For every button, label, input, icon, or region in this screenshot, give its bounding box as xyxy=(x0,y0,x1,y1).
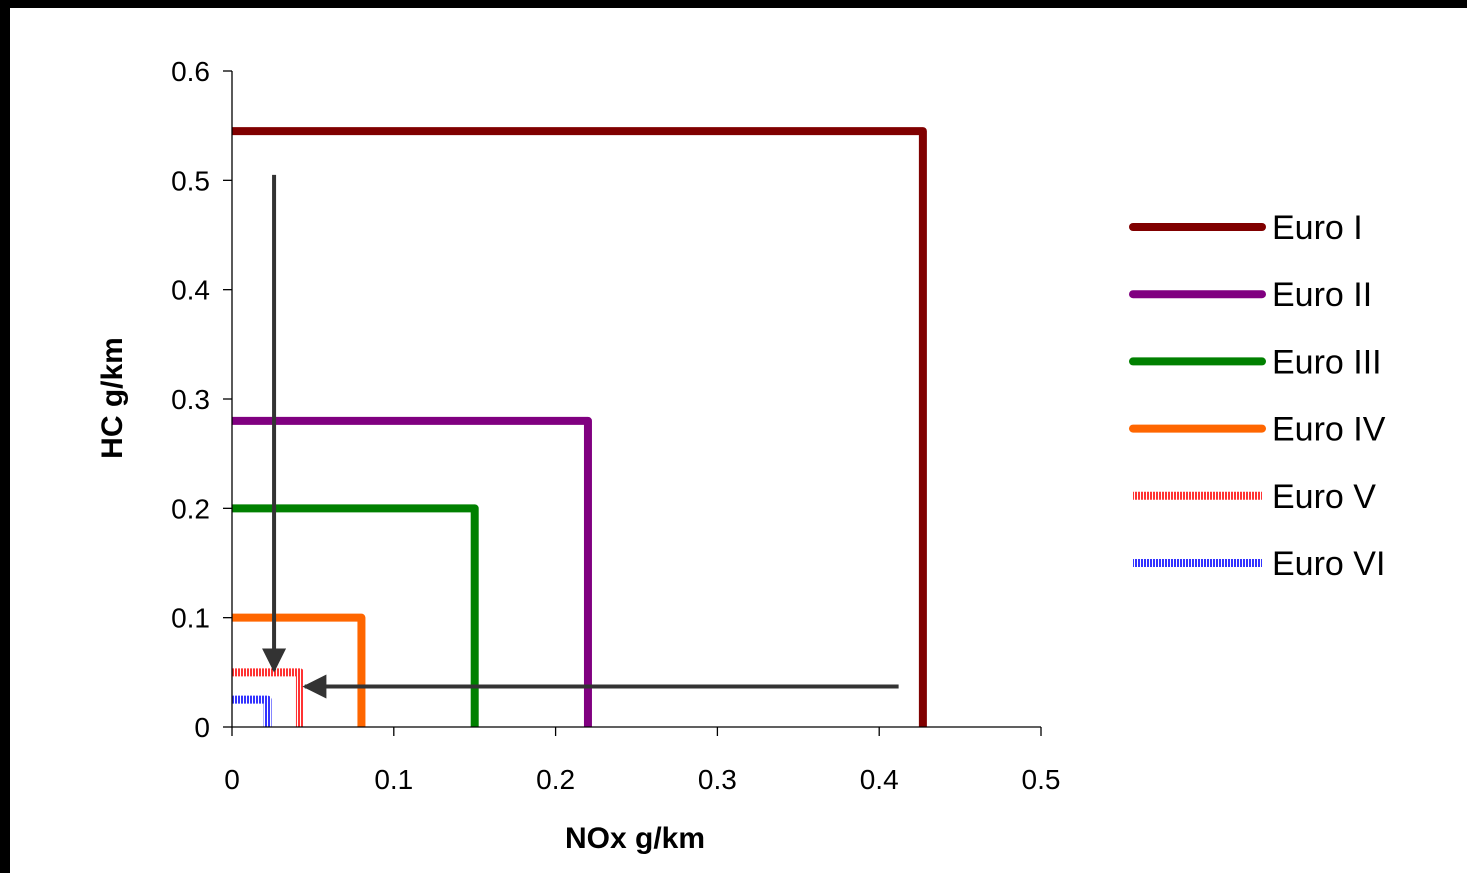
chart: 0 0.1 0.2 0.3 0.4 0.5 0 0.1 0.2 0.3 0.4 0.5 0.6 NOx… xyxy=(96,56,1386,855)
legend-label-euro-ii: Euro II xyxy=(1272,276,1372,314)
legend: Euro I Euro II Euro III Euro IV Euro V Euro V… xyxy=(1129,209,1386,583)
legend-label-euro-iv: Euro IV xyxy=(1272,411,1386,449)
x-ticks: 0 0.1 0.2 0.3 0.4 0.5 xyxy=(224,727,1060,795)
series-line-euro-v xyxy=(232,668,304,727)
legend-label-euro-iii: Euro III xyxy=(1272,343,1382,381)
series-line-euro-i xyxy=(232,127,927,727)
legend-label-euro-vi: Euro VI xyxy=(1272,545,1385,583)
x-tick-label: 0.3 xyxy=(698,764,737,795)
series-line-euro-vi xyxy=(232,695,272,727)
y-tick-label: 0.2 xyxy=(171,493,210,524)
annotation-layer xyxy=(262,174,899,699)
y-tick-label: 0 xyxy=(194,712,210,743)
x-tick-label: 0.2 xyxy=(536,764,575,795)
y-tick-label: 0.1 xyxy=(171,603,210,634)
x-axis-title: NOx g/km xyxy=(565,822,705,855)
series-layer xyxy=(232,127,927,727)
legend-label-euro-i: Euro I xyxy=(1272,209,1363,247)
y-axis-title: HC g/km xyxy=(96,337,129,459)
x-tick-label: 0.5 xyxy=(1022,764,1061,795)
y-tick-label: 0.5 xyxy=(171,165,210,196)
x-tick-label: 0 xyxy=(224,764,240,795)
series-line-euro-iii xyxy=(232,504,479,727)
y-tick-label: 0.3 xyxy=(171,384,210,415)
x-tick-label: 0.4 xyxy=(860,764,899,795)
series-line-euro-ii xyxy=(232,416,592,727)
y-tick-label: 0.6 xyxy=(171,56,210,87)
x-tick-label: 0.1 xyxy=(374,764,413,795)
y-tick-label: 0.4 xyxy=(171,275,210,306)
chart-slide: 0 0.1 0.2 0.3 0.4 0.5 0 0.1 0.2 0.3 0.4 0.5 0.6 NOx… xyxy=(10,8,1467,873)
legend-label-euro-v: Euro V xyxy=(1272,478,1376,516)
y-ticks: 0 0.1 0.2 0.3 0.4 0.5 0.6 xyxy=(171,56,232,743)
